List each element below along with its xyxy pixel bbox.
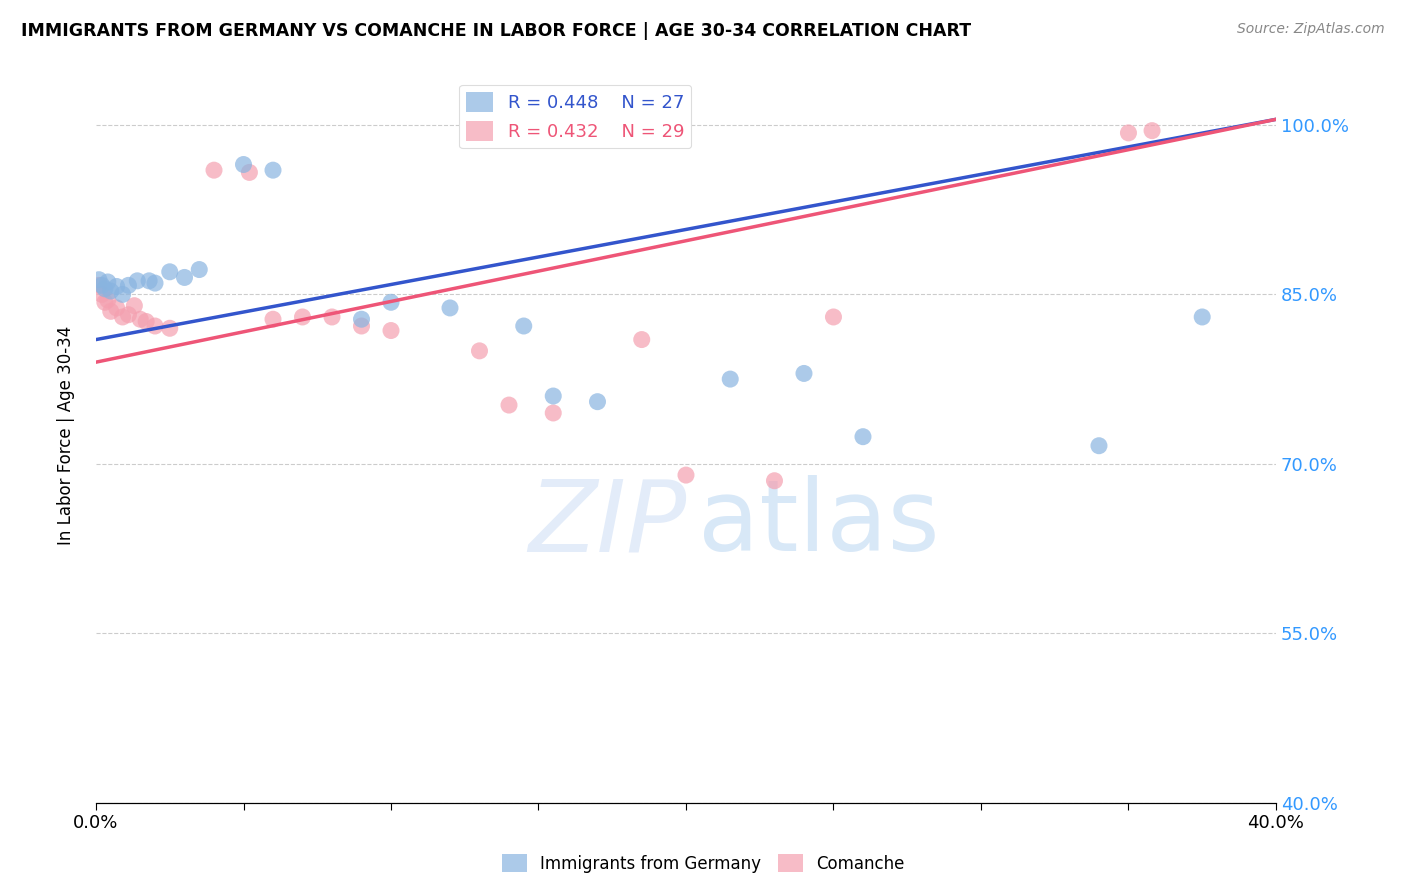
Point <box>87 273 110 287</box>
Point <box>111 310 134 324</box>
Point <box>262 163 284 178</box>
Point <box>675 468 697 483</box>
Point <box>124 299 146 313</box>
Point <box>1088 439 1111 453</box>
Point <box>380 324 402 338</box>
Point <box>129 312 152 326</box>
Point <box>513 318 536 333</box>
Point <box>1118 126 1140 140</box>
Point <box>498 398 520 412</box>
Point <box>100 304 122 318</box>
Point <box>793 367 815 381</box>
Point <box>350 318 373 333</box>
Point <box>586 394 609 409</box>
Point <box>97 275 120 289</box>
Point <box>1191 310 1213 324</box>
Point <box>541 406 564 420</box>
Point <box>262 312 284 326</box>
Point <box>87 278 110 293</box>
Text: Source: ZipAtlas.com: Source: ZipAtlas.com <box>1237 22 1385 37</box>
Point <box>159 321 181 335</box>
Point <box>173 270 195 285</box>
Point <box>232 157 254 171</box>
Point <box>97 293 120 307</box>
Point <box>127 274 149 288</box>
Point <box>291 310 314 324</box>
Text: ZIP: ZIP <box>527 475 686 572</box>
Text: IMMIGRANTS FROM GERMANY VS COMANCHE IN LABOR FORCE | AGE 30-34 CORRELATION CHART: IMMIGRANTS FROM GERMANY VS COMANCHE IN L… <box>21 22 972 40</box>
Point <box>100 284 122 298</box>
Point <box>143 318 166 333</box>
Text: atlas: atlas <box>697 475 939 572</box>
Point <box>380 295 402 310</box>
Point <box>350 312 373 326</box>
Point <box>238 165 260 179</box>
Y-axis label: In Labor Force | Age 30-34: In Labor Force | Age 30-34 <box>58 326 75 545</box>
Point <box>439 301 461 315</box>
Point <box>630 333 652 347</box>
Point <box>202 163 225 178</box>
Point <box>321 310 343 324</box>
Legend: Immigrants from Germany, Comanche: Immigrants from Germany, Comanche <box>495 847 911 880</box>
Point <box>117 308 139 322</box>
Point <box>541 389 564 403</box>
Point <box>763 474 786 488</box>
Point <box>90 278 112 293</box>
Point <box>1140 123 1163 137</box>
Point <box>468 343 491 358</box>
Legend: R = 0.448    N = 27, R = 0.432    N = 29: R = 0.448 N = 27, R = 0.432 N = 29 <box>458 85 692 148</box>
Point <box>138 274 160 288</box>
Point <box>852 430 875 444</box>
Point <box>823 310 845 324</box>
Point <box>143 276 166 290</box>
Point <box>94 282 117 296</box>
Point <box>90 287 112 301</box>
Point <box>94 295 117 310</box>
Point <box>718 372 741 386</box>
Point <box>105 279 128 293</box>
Point <box>135 314 157 328</box>
Point <box>105 301 128 315</box>
Point <box>111 287 134 301</box>
Point <box>117 278 139 293</box>
Point <box>188 262 211 277</box>
Point <box>159 265 181 279</box>
